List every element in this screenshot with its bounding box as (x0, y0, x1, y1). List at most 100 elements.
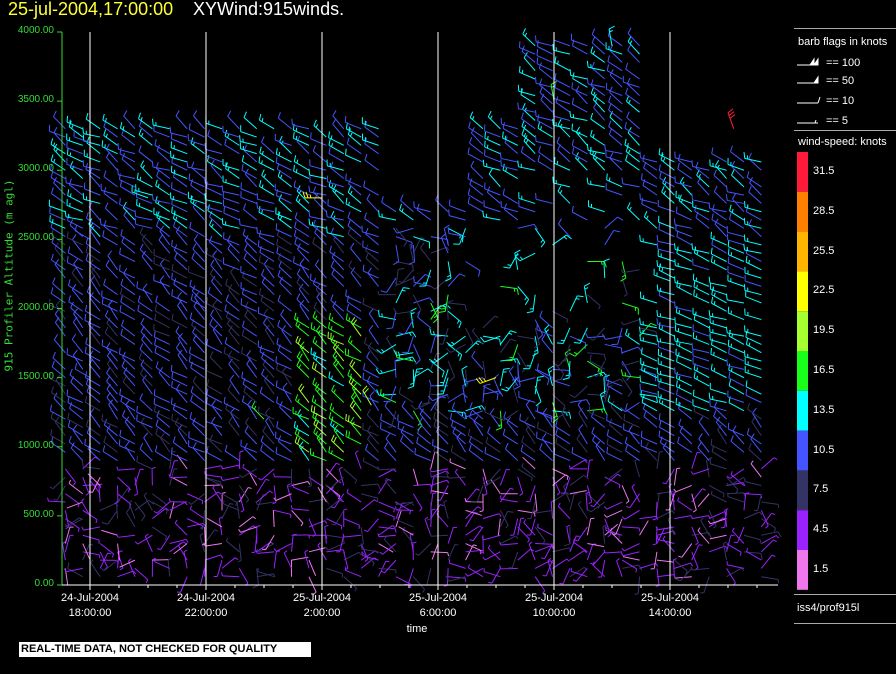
legend-color-swatch (797, 152, 808, 192)
wind-barb (378, 567, 397, 574)
wind-barb (134, 499, 155, 511)
wind-barb (475, 377, 497, 384)
wind-barb (226, 318, 240, 337)
wind-barb (609, 44, 623, 63)
wind-barb (106, 350, 118, 370)
wind-barb (381, 196, 397, 213)
wind-barb (539, 310, 553, 329)
wind-barb (68, 295, 84, 312)
wind-barb (535, 192, 553, 204)
wind-barb (729, 204, 745, 221)
legend-flag-label: == 5 (826, 115, 849, 127)
legend-speed-label: 28.5 (813, 204, 835, 217)
wind-barb (624, 436, 640, 453)
wind-barb (85, 419, 101, 437)
wind-barb (709, 325, 727, 337)
wind-barb (467, 147, 484, 163)
wind-barb (500, 410, 519, 421)
wind-barb (251, 401, 265, 420)
wind-barb (221, 464, 241, 470)
wind-barb (134, 501, 146, 522)
wind-barb (177, 424, 188, 445)
wind-barb (420, 242, 432, 262)
wind-barb (277, 435, 292, 453)
wind-barb (606, 64, 623, 80)
wind-barb (116, 533, 136, 538)
wind-barb (572, 72, 588, 88)
wind-barb (584, 331, 605, 339)
wind-barb (743, 492, 750, 511)
wind-barb (291, 534, 311, 539)
wind-barb (258, 230, 275, 246)
wind-barb (469, 137, 484, 155)
wind-barb (90, 559, 101, 577)
wind-barb (50, 253, 66, 271)
wind-barb (674, 317, 692, 329)
wind-barb (552, 118, 571, 130)
wind-barb (258, 288, 275, 304)
wind-barb (246, 350, 258, 370)
wind-barb (344, 348, 362, 362)
wind-barb (631, 484, 640, 503)
wind-barb (657, 374, 675, 387)
wind-barb (639, 234, 658, 246)
wind-barb (586, 60, 605, 72)
wind-barb (589, 147, 605, 163)
wind-barb (727, 274, 745, 287)
wind-barb (571, 147, 588, 163)
wind-barb (310, 322, 327, 337)
wind-barb (609, 69, 623, 88)
wind-barb (692, 389, 710, 403)
wind-barb (259, 146, 275, 163)
wind-barb (50, 411, 66, 428)
legend-flag-symbol (797, 119, 818, 124)
legend-speed-label: 1.5 (813, 562, 829, 575)
wind-barb (750, 460, 762, 478)
wind-barb (573, 327, 588, 344)
wind-barb (326, 518, 343, 530)
wind-barb (101, 414, 118, 428)
wind-barb (526, 518, 536, 536)
wind-barb (275, 447, 292, 462)
wind-barb (187, 133, 205, 146)
wind-barb (276, 238, 292, 254)
wind-barb (106, 367, 118, 387)
wind-barb (204, 471, 223, 478)
wind-barb (537, 523, 553, 536)
wind-barb (726, 567, 745, 578)
wind-barb (213, 559, 223, 577)
wind-barb (462, 410, 484, 418)
wind-barb (656, 492, 663, 511)
wind-barb (228, 358, 240, 378)
wind-barb (378, 210, 397, 221)
wind-barb (51, 360, 66, 379)
wind-barb (606, 173, 623, 188)
wind-barb (69, 368, 84, 387)
wind-barb (119, 559, 136, 568)
wind-barb (143, 492, 153, 511)
legend-color-swatch (797, 510, 808, 550)
wind-barb (228, 284, 240, 304)
wind-barb (569, 535, 580, 553)
wind-barb (621, 277, 628, 297)
wind-barb (675, 224, 692, 238)
wind-barb (192, 375, 205, 395)
wind-barb (175, 325, 188, 345)
wind-barb (81, 460, 101, 470)
wind-barb (728, 371, 745, 387)
wind-barb (279, 401, 292, 420)
wind-barb (587, 501, 606, 513)
wind-barb (624, 138, 640, 155)
wind-barb (119, 147, 136, 163)
wind-barb (169, 126, 188, 138)
wind-barb (407, 369, 415, 389)
wind-barb (642, 154, 658, 171)
wind-barb (119, 180, 136, 196)
wind-barb (49, 215, 66, 229)
legend-speed-label: 13.5 (813, 403, 835, 416)
wind-barb (692, 307, 710, 321)
wind-barb (729, 145, 745, 163)
wind-barb (725, 293, 745, 304)
wind-barb (82, 551, 101, 559)
wind-barb (309, 159, 327, 171)
